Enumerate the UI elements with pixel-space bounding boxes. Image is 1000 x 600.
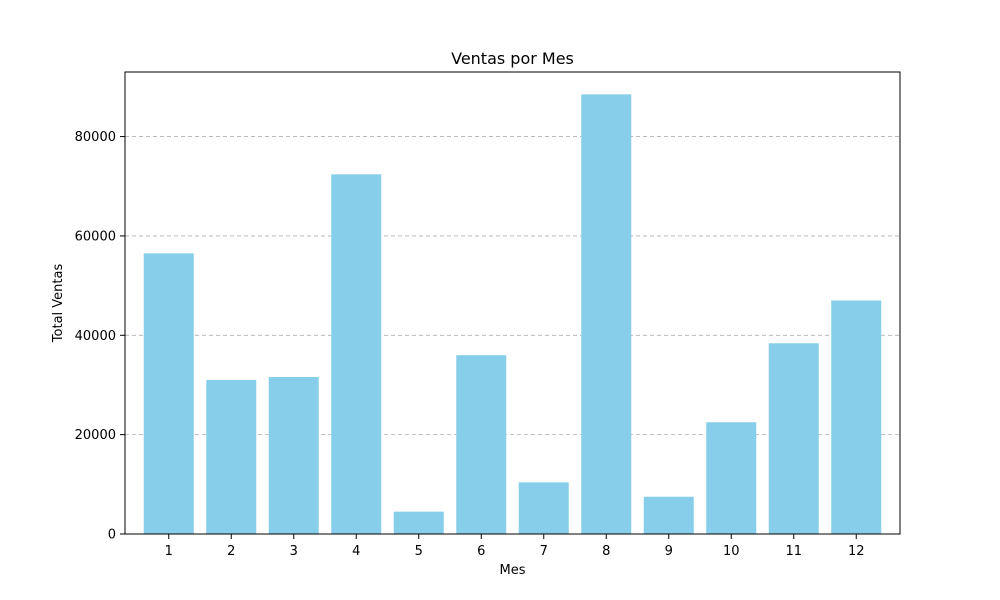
x-tick-label: 11: [785, 544, 802, 559]
y-tick-label: 80000: [75, 130, 116, 145]
y-tick-label: 20000: [75, 428, 116, 443]
bar-month-10: [706, 422, 756, 534]
bar-month-11: [769, 343, 819, 534]
x-axis-label: Mes: [500, 563, 526, 578]
x-axis: 1 2 3 4 5 6 7 8 9 10 11 12: [165, 534, 865, 559]
bar-month-1: [144, 253, 194, 534]
y-axis-label: Total Ventas: [51, 264, 66, 344]
bar-month-3: [269, 377, 319, 534]
bar-month-5: [394, 512, 444, 534]
x-tick-label: 6: [477, 544, 485, 559]
x-tick-label: 3: [290, 544, 298, 559]
x-tick-label: 5: [415, 544, 423, 559]
bar-month-4: [331, 174, 381, 534]
x-tick-label: 4: [352, 544, 360, 559]
x-tick-label: 12: [848, 544, 865, 559]
bar-month-2: [206, 380, 256, 534]
bar-month-8: [581, 94, 631, 534]
bar-month-9: [644, 497, 694, 534]
x-tick-label: 9: [665, 544, 673, 559]
x-tick-label: 10: [723, 544, 740, 559]
x-tick-label: 7: [540, 544, 548, 559]
bar-month-12: [831, 301, 881, 534]
x-tick-label: 8: [602, 544, 610, 559]
x-tick-label: 1: [165, 544, 173, 559]
y-tick-label: 40000: [75, 329, 116, 344]
x-tick-label: 2: [227, 544, 235, 559]
y-tick-label: 0: [108, 528, 116, 543]
y-tick-label: 60000: [75, 229, 116, 244]
bar-month-6: [456, 355, 506, 534]
y-axis: 0 20000 40000 60000 80000: [75, 130, 125, 542]
chart-title: Ventas por Mes: [451, 49, 574, 68]
bar-month-7: [519, 482, 569, 534]
bars: [144, 94, 882, 534]
